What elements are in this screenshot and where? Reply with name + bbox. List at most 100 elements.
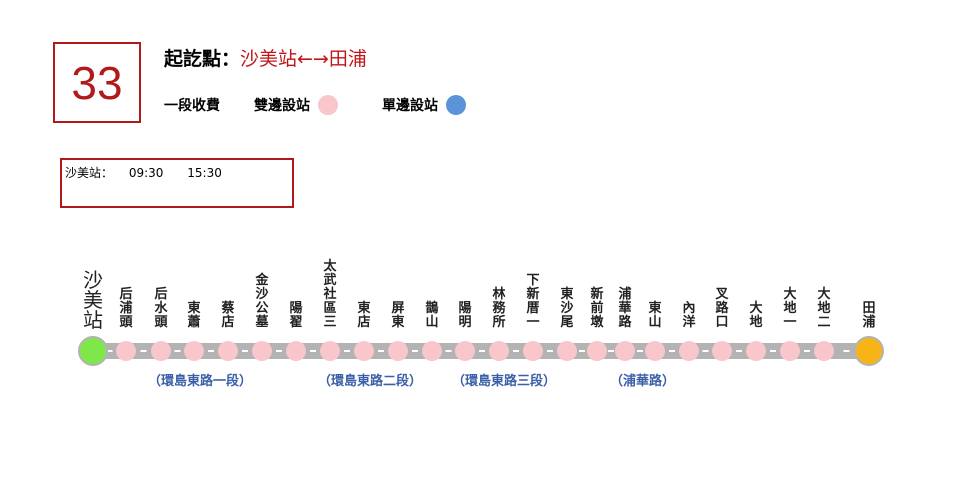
- stop-label: 新前墩: [589, 288, 605, 330]
- stop-label-char: 山: [425, 315, 439, 330]
- stop-label: 下新厝一: [525, 274, 541, 330]
- stop-label-char: 后: [154, 287, 168, 302]
- stop-label: 東山: [647, 302, 663, 330]
- stop-label-char: 一: [526, 315, 540, 330]
- timetable-station: 沙美站：: [65, 166, 114, 180]
- stop-label: 后浦頭: [118, 288, 134, 330]
- stop-label-char: 路: [715, 301, 729, 316]
- stop-label: 田浦: [861, 302, 877, 330]
- stop-label-char: 路: [618, 315, 632, 330]
- stop-label-char: 東: [357, 301, 371, 316]
- stop-label-char: 沙: [560, 301, 574, 316]
- stop-marker: [422, 341, 442, 361]
- road-segment-label: （環島東路一段）: [148, 374, 253, 389]
- stop-marker: [712, 341, 732, 361]
- stop-marker: [218, 341, 238, 361]
- legend-single-side-label: 單邊設站: [382, 98, 438, 114]
- stop-label-char: 后: [119, 287, 133, 302]
- stop-label: 叉路口: [714, 288, 730, 330]
- stop-label-char: 金: [255, 273, 269, 288]
- stop-label-char: 浦: [862, 315, 876, 330]
- stop-label-char: 東: [391, 315, 405, 330]
- stop-label: 后水頭: [153, 288, 169, 330]
- stop-label: 鵲山: [424, 302, 440, 330]
- stop-label-char: 一: [783, 315, 797, 330]
- road-segment-label: （浦華路）: [610, 374, 676, 389]
- stop-label-char: 浦: [119, 301, 133, 316]
- stop-marker: [320, 341, 340, 361]
- stop-label-char: 田: [862, 301, 876, 316]
- stop-label-char: 洋: [682, 315, 696, 330]
- stop-label-char: 美: [83, 288, 103, 312]
- stop-label-char: 前: [590, 301, 604, 316]
- start-stop-marker: [78, 336, 108, 366]
- stop-label-char: 公: [255, 301, 269, 316]
- stop-marker: [557, 341, 577, 361]
- stop-label-char: 蔡: [221, 301, 235, 316]
- stop-marker: [814, 341, 834, 361]
- route-number: 33: [71, 56, 123, 109]
- stop-marker: [184, 341, 204, 361]
- timetable-box: 沙美站： 09:30 15:30: [60, 158, 294, 208]
- stop-label-char: 陽: [458, 301, 472, 316]
- stop-label-char: 站: [83, 308, 103, 332]
- stop-label-char: 陽: [289, 301, 303, 316]
- stop-label-char: 東: [648, 301, 662, 316]
- stop-label-char: 地: [749, 315, 763, 330]
- stop-label-char: 蕭: [187, 315, 201, 330]
- stop-marker: [679, 341, 699, 361]
- stop-label-char: 社: [323, 287, 337, 302]
- stop-label-char: 口: [715, 315, 729, 330]
- stop-label: 大地一: [782, 288, 798, 330]
- route-title: 起訖點：沙美站←→田浦: [164, 44, 367, 71]
- stop-label-char: 大: [817, 287, 831, 302]
- end-stop-marker: [854, 336, 884, 366]
- stop-marker: [116, 341, 136, 361]
- stop-label: 陽明: [457, 302, 473, 330]
- stop-label: 屏東: [390, 302, 406, 330]
- stop-label-char: 叉: [715, 287, 729, 302]
- legend-both-sides-dot: [318, 95, 338, 115]
- stop-label-char: 東: [560, 287, 574, 302]
- stop-label-char: 頭: [119, 315, 133, 330]
- stop-label-char: 墩: [590, 315, 604, 330]
- road-segment-label: （環島東路三段）: [452, 374, 557, 389]
- stop-label-char: 厝: [526, 301, 540, 316]
- legend: 一段收費 雙邊設站 單邊設站: [164, 94, 466, 116]
- stop-marker: [523, 341, 543, 361]
- stop-marker: [780, 341, 800, 361]
- stop-label-char: 鵲: [425, 301, 439, 316]
- stop-label-char: 頭: [154, 315, 168, 330]
- stop-label-char: 山: [648, 315, 662, 330]
- stop-label-char: 地: [783, 301, 797, 316]
- stop-label-char: 沙: [83, 268, 103, 292]
- stop-label: 大地二: [816, 288, 832, 330]
- legend-single-side-dot: [446, 95, 466, 115]
- stop-label-char: 太: [323, 259, 337, 274]
- stop-label: 東蕭: [186, 302, 202, 330]
- stop-label: 內洋: [681, 302, 697, 330]
- stop-label-char: 大: [783, 287, 797, 302]
- route-destination: 沙美站←→田浦: [240, 48, 367, 70]
- stop-label: 林務所: [491, 288, 507, 330]
- stop-label-char: 區: [323, 301, 337, 316]
- road-segment-label: （環島東路二段）: [318, 374, 423, 389]
- stop-label-char: 二: [817, 315, 831, 330]
- stop-label-char: 水: [154, 301, 168, 316]
- stop-label-char: 屏: [391, 301, 405, 316]
- stop-label-char: 武: [323, 273, 337, 288]
- legend-fare: 一段收費: [164, 98, 220, 114]
- stop-label-char: 店: [357, 315, 371, 330]
- stop-label-char: 所: [492, 315, 506, 330]
- stop-label: 東店: [356, 302, 372, 330]
- stop-marker: [252, 341, 272, 361]
- stop-label-char: 地: [817, 301, 831, 316]
- route-number-box: 33: [53, 42, 141, 123]
- stop-label-char: 務: [492, 301, 506, 316]
- stop-label-char: 下: [526, 273, 540, 288]
- departure-time: 15:30: [187, 166, 222, 180]
- stop-label: 太武社區三: [322, 260, 338, 330]
- stop-marker: [151, 341, 171, 361]
- stop-label-char: 內: [682, 301, 696, 316]
